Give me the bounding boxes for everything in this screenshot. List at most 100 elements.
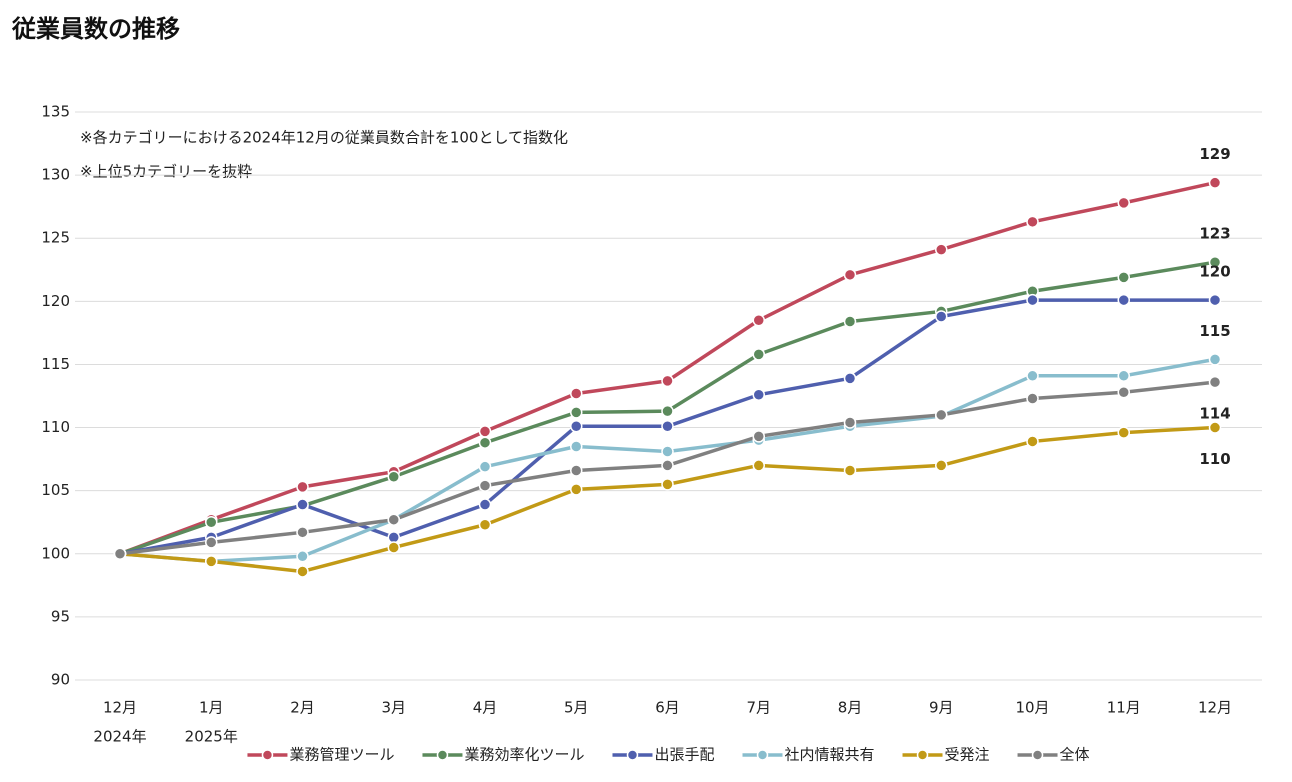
y-tick-label: 135 (41, 103, 70, 121)
x-tick-label: 2月 (290, 699, 315, 717)
data-point (843, 268, 857, 282)
y-tick-label: 120 (41, 292, 70, 310)
legend: 業務管理ツール 業務効率化ツール 出張手配 社内情報共有 受発注 全体 (247, 746, 1090, 764)
x-tick-label: 9月 (929, 699, 954, 717)
y-tick-label: 125 (41, 229, 70, 247)
data-point (478, 479, 492, 492)
data-point (1026, 392, 1039, 405)
data-point (205, 515, 218, 529)
data-point (478, 460, 492, 473)
data-point (478, 498, 492, 511)
data-point (1117, 369, 1130, 383)
data-point (1117, 271, 1130, 284)
data-point (570, 483, 583, 496)
data-point (661, 404, 674, 418)
data-point (387, 513, 400, 526)
data-point (1208, 293, 1222, 307)
data-point (205, 536, 218, 549)
data-point (661, 420, 674, 433)
data-point (661, 374, 674, 388)
legend-marker (756, 749, 769, 761)
x-tick-label: 3月 (381, 699, 406, 717)
data-point (296, 526, 309, 539)
legend-label: 受発注 (945, 746, 990, 764)
data-point (296, 498, 309, 511)
y-tick-label: 130 (41, 166, 70, 184)
y-tick-label: 100 (41, 544, 70, 562)
data-point (478, 436, 492, 449)
x-year-label: 2024年 (93, 728, 146, 746)
data-point (570, 406, 583, 419)
legend-marker (626, 749, 639, 761)
data-point (1026, 369, 1039, 383)
data-point (843, 464, 857, 477)
x-tick-label: 4月 (473, 699, 498, 717)
data-point (1117, 196, 1130, 210)
y-tick-label: 115 (41, 355, 70, 373)
data-point (1208, 176, 1222, 189)
data-point (1208, 375, 1222, 389)
legend-label: 業務管理ツール (289, 746, 394, 764)
data-point (1208, 353, 1222, 366)
data-label: 114 (1199, 405, 1230, 423)
y-tick-label: 90 (51, 671, 70, 689)
x-tick-label: 5月 (564, 699, 589, 717)
data-point (570, 440, 583, 453)
data-point (843, 416, 857, 429)
data-point (478, 518, 492, 531)
data-point (752, 459, 765, 472)
legend-label: 出張手配 (654, 746, 714, 764)
data-point (935, 243, 948, 256)
data-label: 115 (1199, 322, 1230, 340)
data-point (205, 555, 218, 568)
data-point (935, 310, 948, 323)
data-point (1117, 426, 1130, 439)
data-label: 120 (1199, 263, 1230, 281)
data-point (570, 387, 583, 400)
data-point (1208, 255, 1222, 269)
x-tick-label: 12月 (103, 699, 137, 717)
x-tick-label: 8月 (838, 699, 863, 717)
legend-label: 社内情報共有 (785, 746, 875, 764)
data-point (1026, 293, 1039, 307)
data-point (935, 408, 948, 422)
legend-marker (436, 749, 449, 761)
data-point (752, 348, 765, 361)
y-tick-label: 95 (51, 607, 70, 625)
x-tick-label: 1月 (199, 699, 224, 717)
data-point (661, 445, 674, 458)
data-point (296, 550, 309, 563)
data-point (570, 464, 583, 477)
legend-label: 業務効率化ツール (464, 746, 584, 764)
data-point (1117, 385, 1130, 399)
x-year-label: 2025年 (185, 728, 238, 746)
data-point (752, 314, 765, 327)
data-label: 123 (1199, 225, 1230, 243)
data-point (843, 315, 857, 328)
x-tick-label: 7月 (746, 699, 771, 717)
annotation: ※上位5カテゴリーを抜粋 (80, 163, 252, 181)
chart-title: 従業員数の推移 (11, 15, 180, 43)
legend-marker (1031, 749, 1044, 761)
y-tick-label: 110 (41, 418, 70, 436)
data-point (1026, 215, 1039, 229)
data-point (661, 459, 674, 472)
x-tick-label: 6月 (655, 699, 680, 717)
data-point (1117, 293, 1130, 307)
data-point (1026, 435, 1039, 448)
data-point (387, 470, 400, 484)
annotation: ※各カテゴリーにおける2024年12月の従業員数合計を100として指数化 (80, 129, 568, 147)
x-tick-label: 12月 (1198, 699, 1232, 717)
data-point (113, 547, 127, 561)
data-point (661, 478, 674, 491)
data-point (296, 480, 309, 494)
data-point (1208, 421, 1222, 434)
x-tick-label: 10月 (1015, 699, 1049, 717)
x-tick-label: 11月 (1107, 699, 1141, 717)
data-point (478, 425, 492, 438)
y-tick-label: 105 (41, 481, 70, 499)
legend-label: 全体 (1060, 746, 1090, 764)
legend-marker (261, 749, 274, 761)
data-point (296, 565, 309, 578)
